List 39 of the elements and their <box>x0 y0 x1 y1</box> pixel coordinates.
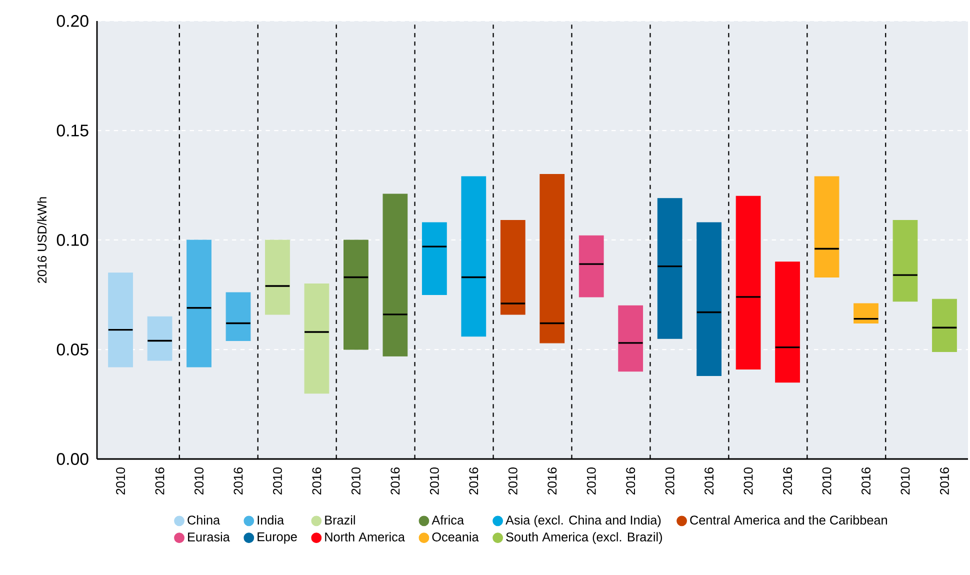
x-tick-label: 2016 <box>390 468 400 494</box>
x-tick-label: 2010 <box>822 467 832 494</box>
legend-label: India <box>258 515 284 525</box>
y-tick-label: 0.15 <box>56 124 88 136</box>
x-tick-label: 2010 <box>430 467 439 494</box>
legend-label: Oceania <box>432 532 479 542</box>
x-tick-label: 2016 <box>626 468 636 494</box>
x-tick-label: 2016 <box>783 468 792 494</box>
x-tick-label: 2016 <box>155 468 164 494</box>
legend-label: Europe <box>258 532 297 544</box>
y-tick-label: 0.05 <box>56 344 88 356</box>
y-axis-title: 2016 USD/kWh <box>37 197 47 283</box>
x-tick-label: 2016 <box>469 468 478 494</box>
legend-label: Brazil <box>325 515 355 525</box>
legend-label: Central America and the Caribbean <box>690 515 887 525</box>
legend-label: Eurasia <box>188 532 230 542</box>
legend-label: North America <box>325 532 405 542</box>
y-tick-label: 0.10 <box>56 234 88 246</box>
x-tick-label: 2010 <box>508 467 518 494</box>
x-tick-label: 2010 <box>586 467 596 494</box>
x-tick-label: 2016 <box>312 468 322 494</box>
x-tick-label: 2010 <box>900 467 910 494</box>
x-tick-label: 2010 <box>351 467 360 494</box>
x-tick-label: 2016 <box>548 468 557 494</box>
legend-label: Africa <box>432 515 464 525</box>
x-tick-label: 2010 <box>744 467 753 494</box>
x-tick-label: 2016 <box>862 468 870 494</box>
legend-label: China <box>188 515 220 525</box>
y-tick-label: 0.20 <box>56 15 88 27</box>
x-tick-label: 2016 <box>940 468 949 494</box>
x-tick-label: 2010 <box>116 467 126 494</box>
legend-label: South America (excl. Brazil) <box>506 532 662 544</box>
y-tick-label: 0.00 <box>56 453 88 465</box>
x-tick-label: 2010 <box>194 467 204 494</box>
x-tick-label: 2010 <box>665 467 674 494</box>
x-tick-label: 2010 <box>272 467 282 494</box>
x-tick-label: 2016 <box>234 468 243 494</box>
x-tick-label: 2016 <box>704 468 714 494</box>
legend-label: Asia (excl. China and India) <box>506 515 661 528</box>
